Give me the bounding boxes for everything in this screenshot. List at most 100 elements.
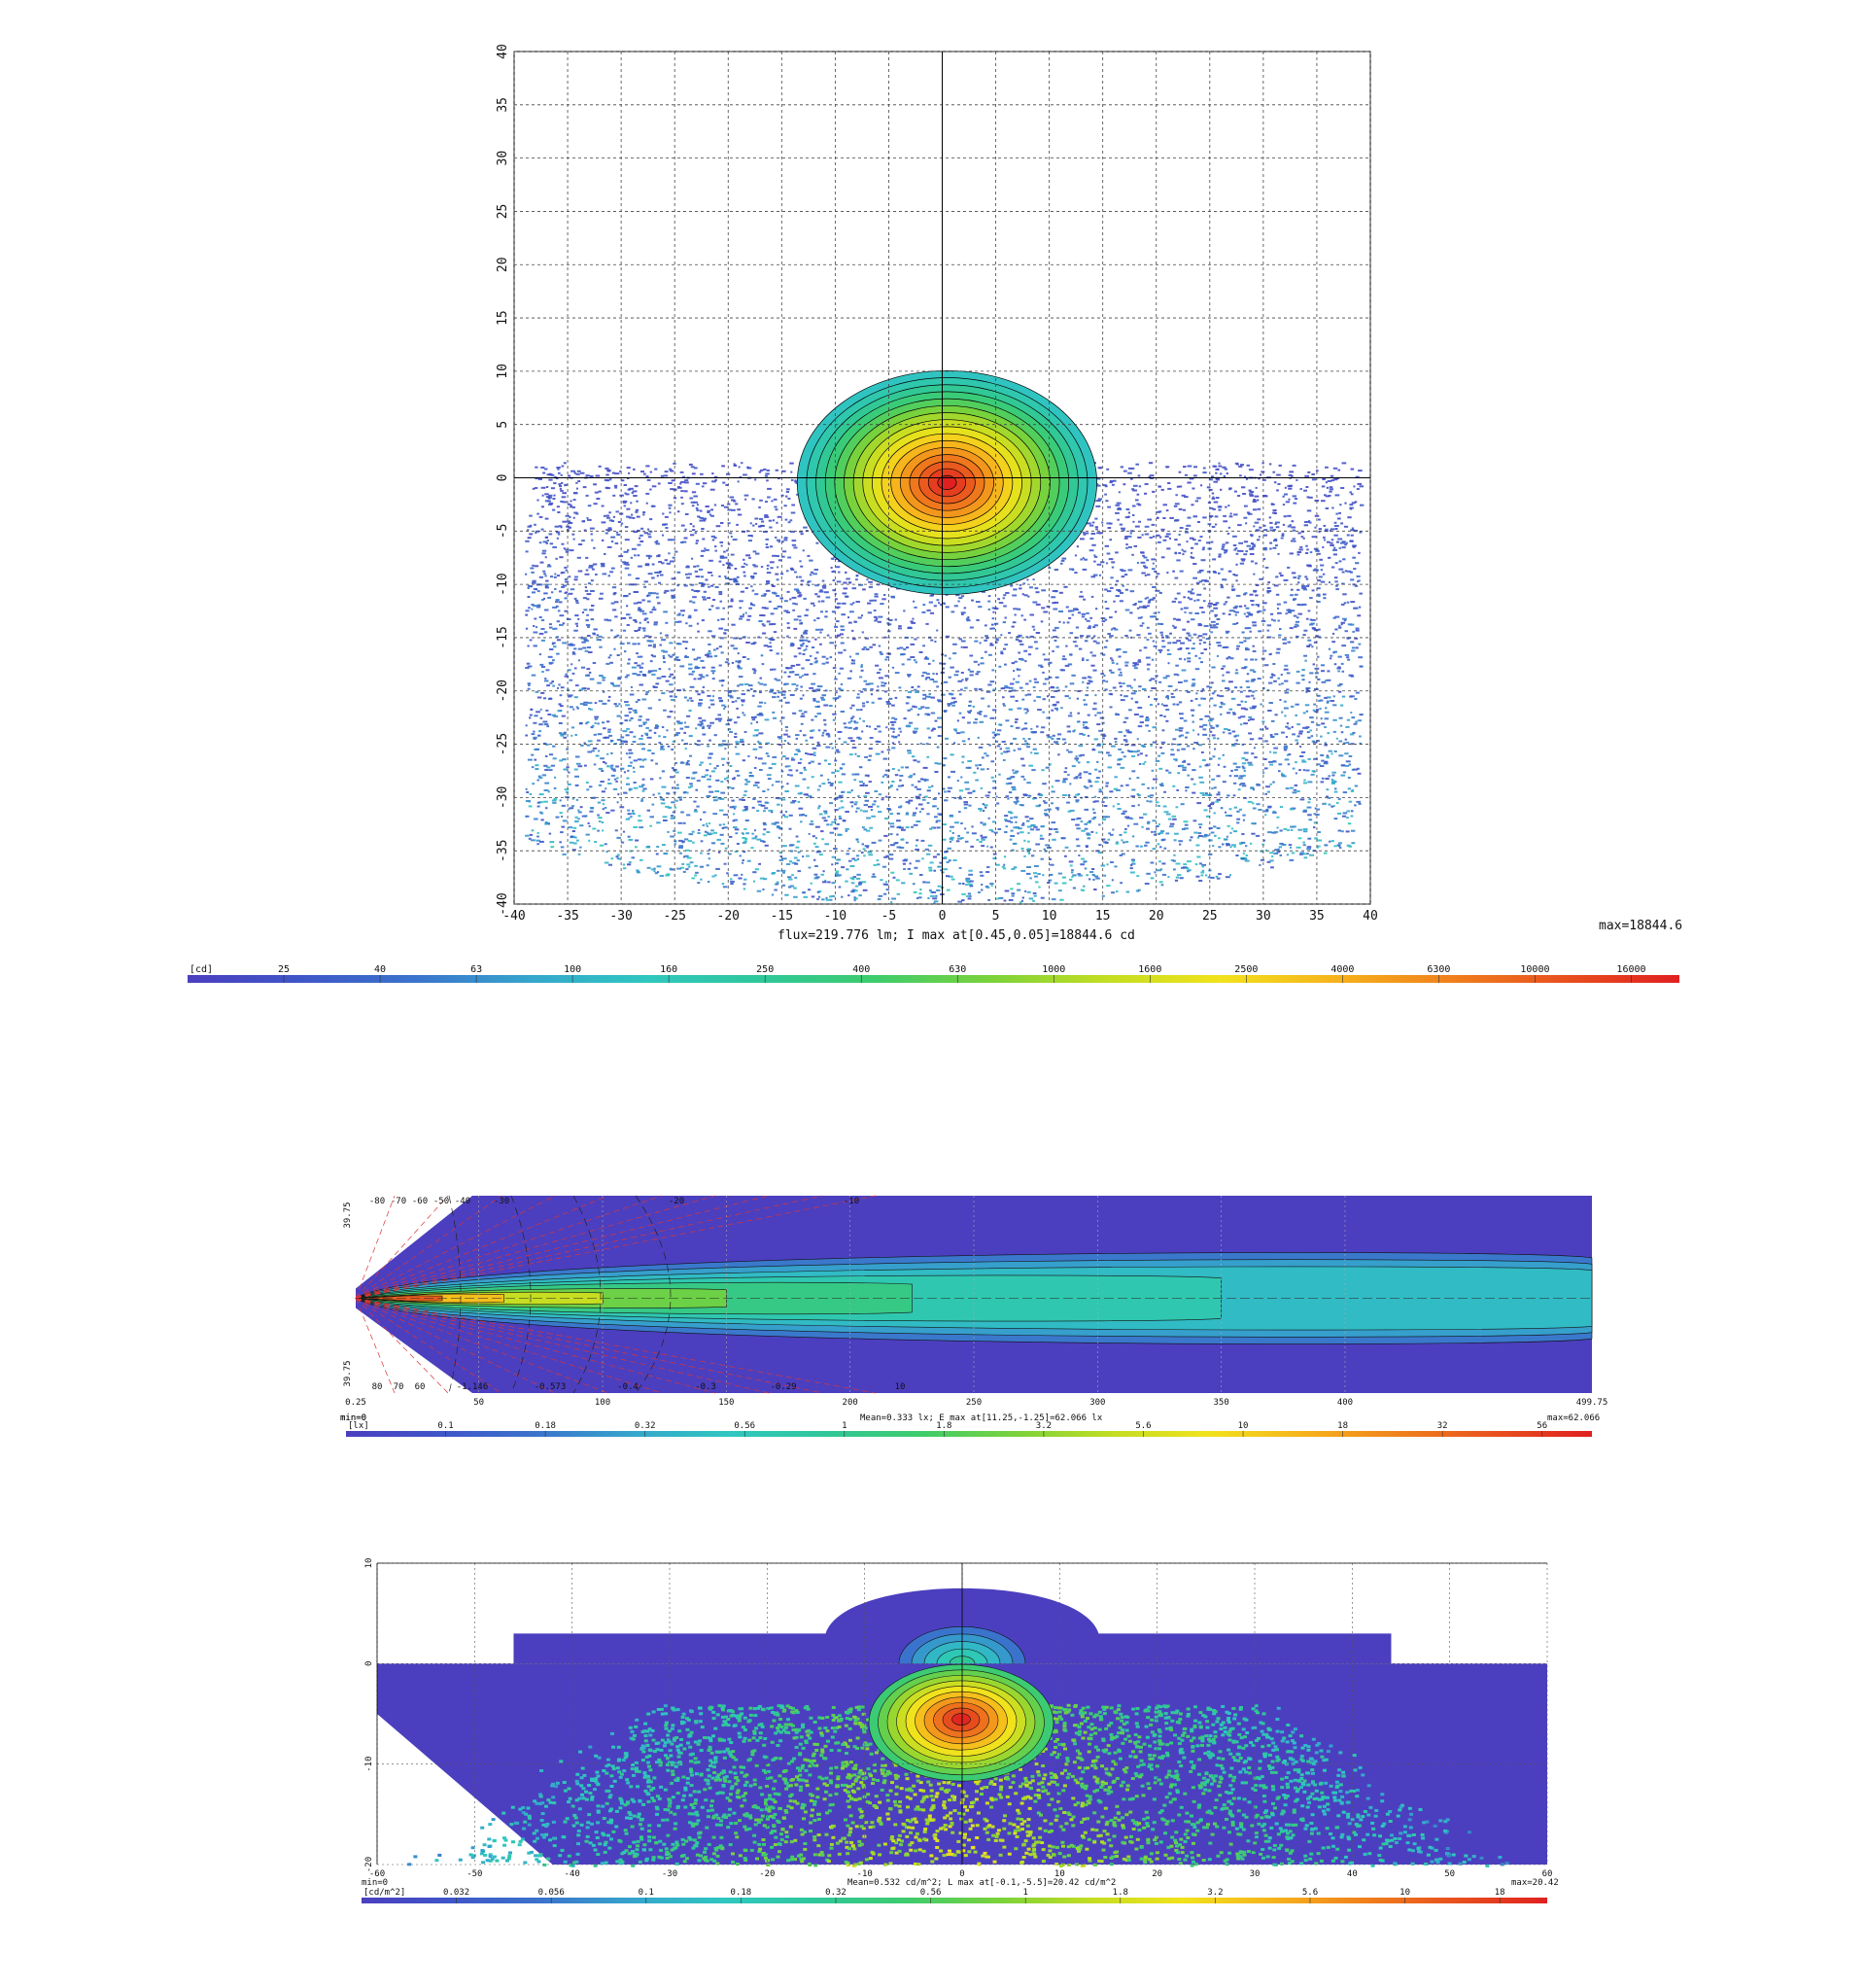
illuminance-angle-label-bottom: 60 — [415, 1382, 426, 1392]
intensity-colorbar-label: 2500 — [1234, 964, 1258, 975]
illuminance-x-tick: 400 — [1337, 1398, 1353, 1408]
illuminance-x-tick: 300 — [1089, 1398, 1105, 1408]
illuminance-angle-label-bottom: 10 — [895, 1382, 906, 1392]
luminance-colorbar-label: 1 — [1022, 1888, 1027, 1898]
luminance-y-tick: -10 — [364, 1757, 374, 1772]
illuminance-colorbar — [346, 1431, 1592, 1437]
illuminance-footer: Mean=0.333 lx; E max at[11.25,-1.25]=62.… — [860, 1413, 1103, 1423]
illuminance-angle-ray — [355, 1298, 716, 1394]
luminance-colorbar-label: 10 — [1400, 1888, 1410, 1898]
intensity-y-tick: -25 — [496, 733, 510, 755]
illuminance-angle-label-bottom: -0.29 — [770, 1382, 796, 1392]
luminance-chart: -60 -50 -40 -30 -20 -10 0 10 20 30 40 50 60 10 0 -10 -20… — [0, 1555, 1866, 1925]
illuminance-colorbar-label: 56 — [1537, 1421, 1547, 1431]
intensity-y-tick: -5 — [496, 523, 510, 539]
luminance-x-tick: 20 — [1152, 1869, 1162, 1879]
illuminance-x-tick: 150 — [718, 1398, 734, 1408]
intensity-x-tick: 15 — [1095, 909, 1111, 924]
intensity-x-tick: 0 — [939, 909, 947, 924]
intensity-x-tick: -20 — [717, 909, 740, 924]
intensity-colorbar-label: 400 — [852, 964, 870, 975]
intensity-y-tick: 10 — [496, 364, 510, 379]
illuminance-angle-label-top: -50 — [433, 1197, 449, 1206]
illuminance-colorbar-label: 1 — [842, 1421, 847, 1431]
intensity-y-tick: 5 — [496, 421, 510, 429]
intensity-max: max=18844.6 — [1599, 919, 1683, 933]
illuminance-angle-label-top: -10 — [844, 1197, 859, 1206]
illuminance-distance-arc — [635, 1195, 672, 1394]
illuminance-angle-label-top: -30 — [494, 1197, 509, 1206]
luminance-colorbar-label: 0.032 — [443, 1888, 469, 1898]
intensity-x-tick: -5 — [881, 909, 897, 924]
luminance-colorbar-label: 0.056 — [538, 1888, 565, 1898]
illuminance-wedge-top — [356, 1196, 472, 1289]
luminance-x-tick: -40 — [565, 1869, 580, 1879]
luminance-x-tick: -50 — [466, 1869, 482, 1879]
intensity-x-tick: 20 — [1149, 909, 1164, 924]
luminance-colorbar-label: 0.56 — [920, 1888, 942, 1898]
intensity-colorbar-label: 250 — [756, 964, 774, 975]
illuminance-angle-ray — [355, 1195, 716, 1299]
luminance-x-tick: 40 — [1347, 1869, 1358, 1879]
luminance-max: max=20.42 — [1511, 1878, 1559, 1888]
illuminance-colorbar-label: 0.56 — [734, 1421, 755, 1431]
luminance-min: min=0 — [362, 1878, 389, 1888]
luminance-plot: -60 -50 -40 -30 -20 -10 0 10 20 30 40 50 60 10 0 -10 -20… — [362, 1558, 1552, 1903]
intensity-colorbar-label: 40 — [374, 964, 386, 975]
intensity-hotspot — [796, 369, 1097, 595]
illuminance-colorbar-label: 5.6 — [1135, 1421, 1151, 1431]
illuminance-angle-ray — [355, 1298, 877, 1394]
luminance-x-tick: -20 — [759, 1869, 775, 1879]
intensity-footer: flux=219.776 lm; I max at[0.45,0.05]=188… — [778, 928, 1135, 943]
intensity-y-tick: -35 — [496, 839, 510, 861]
luminance-colorbar-label: 18 — [1495, 1888, 1505, 1898]
luminance-colorbar-label: 0.1 — [639, 1888, 654, 1898]
illuminance-colorbar-unit: [lx] — [348, 1421, 369, 1431]
intensity-x-tick: 5 — [992, 909, 1000, 924]
illuminance-angle-ray — [355, 1195, 663, 1299]
luminance-field — [407, 1703, 1509, 1867]
illuminance-colorbar-label: 10 — [1238, 1421, 1249, 1431]
illuminance-angle-ray — [355, 1298, 396, 1394]
luminance-x-tick: -30 — [662, 1869, 677, 1879]
intensity-y-tick: 20 — [496, 257, 510, 272]
illuminance-x-tick: 200 — [843, 1398, 858, 1408]
illuminance-angle-ray — [355, 1195, 449, 1299]
illuminance-y-tick: 39.75 — [343, 1202, 353, 1228]
luminance-colorbar-label: 3.2 — [1207, 1888, 1223, 1898]
illuminance-angle-label-bottom: -0.4 — [617, 1382, 639, 1392]
illuminance-angle-label-bottom: 80 — [372, 1382, 383, 1392]
intensity-y-tick: 30 — [496, 151, 510, 166]
intensity-y-tick: -15 — [496, 626, 510, 648]
intensity-chart: -40 -35 -30 -25 -20 -15 -10 -5 0 5 10 15 20 25 30 35 40 -… — [0, 0, 1866, 992]
luminance-x-tick: -60 — [369, 1869, 385, 1879]
illuminance-angle-label-bottom: -0.3 — [695, 1382, 716, 1392]
illuminance-angle-ray — [355, 1298, 609, 1394]
intensity-x-tick: -40 — [502, 909, 525, 924]
illuminance-distance-arc — [510, 1195, 532, 1394]
illuminance-angle-ray — [355, 1298, 823, 1394]
illuminance-angle-ray — [355, 1298, 663, 1394]
intensity-x-tick: -10 — [824, 909, 847, 924]
intensity-colorbar-label: 25 — [278, 964, 290, 975]
luminance-colorbar-label: 5.6 — [1302, 1888, 1318, 1898]
intensity-colorbar-label: 630 — [949, 964, 966, 975]
illuminance-angle-label-top: -80 — [369, 1197, 385, 1206]
luminance-colorbar — [362, 1898, 1547, 1903]
illuminance-angle-ray — [355, 1298, 556, 1394]
illuminance-colorbar-label: 3.2 — [1036, 1421, 1052, 1431]
intensity-colorbar-label: 100 — [564, 964, 581, 975]
intensity-x-tick: 35 — [1309, 909, 1325, 924]
luminance-x-tick: 50 — [1444, 1869, 1455, 1879]
intensity-x-tick: -30 — [609, 909, 632, 924]
illuminance-colorbar-label: 0.1 — [437, 1421, 453, 1431]
illuminance-angle-ray — [355, 1195, 823, 1299]
illuminance-max: max=62.066 — [1547, 1413, 1601, 1423]
illuminance-x-tick: 250 — [966, 1398, 982, 1408]
luminance-x-tick: -10 — [857, 1869, 873, 1879]
intensity-colorbar-label: 63 — [470, 964, 482, 975]
illuminance-angle-ray — [355, 1195, 556, 1299]
intensity-y-tick: -30 — [496, 786, 510, 809]
illuminance-angle-ray — [355, 1195, 877, 1299]
illuminance-colorbar-label: 18 — [1337, 1421, 1348, 1431]
